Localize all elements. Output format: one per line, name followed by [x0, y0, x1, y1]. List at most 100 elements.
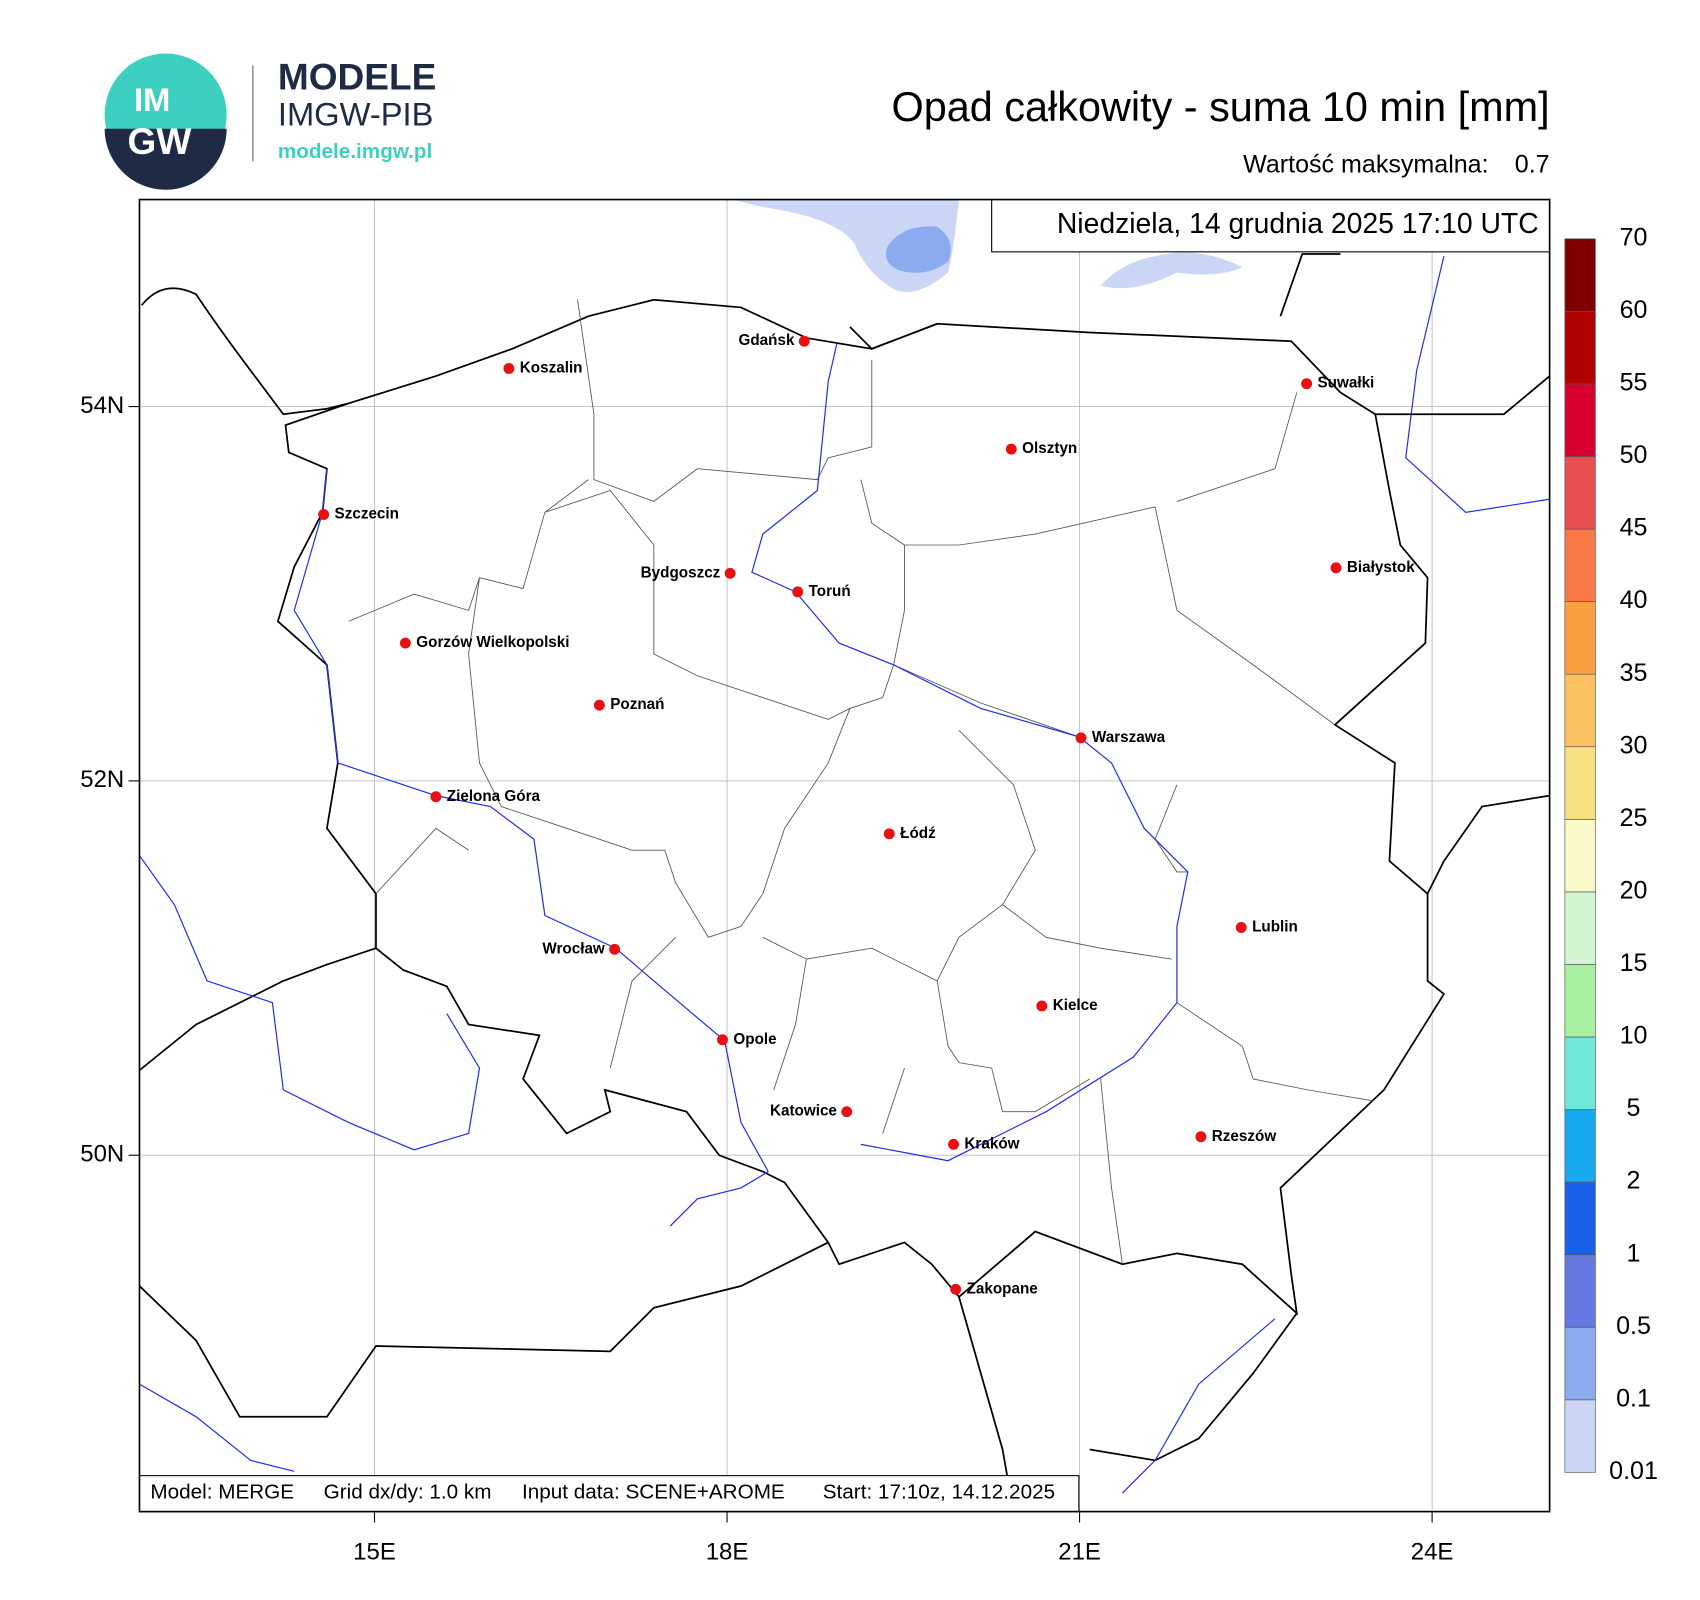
colorbar-label: 20	[1620, 876, 1648, 904]
city-dot	[1036, 1000, 1048, 1012]
river	[293, 468, 769, 1172]
city-label: Kielce	[1053, 997, 1098, 1014]
city-label: Gorzów Wielkopolski	[416, 634, 569, 651]
colorbar-label: 25	[1620, 804, 1648, 832]
city-label: Rzeszów	[1212, 1128, 1277, 1145]
colorbar-bin	[1564, 601, 1596, 675]
colorbar-label: 2	[1627, 1167, 1641, 1195]
colorbar-label: 30	[1620, 731, 1648, 759]
colorbar-label: 0.5	[1616, 1312, 1651, 1340]
city-label: Toruń	[809, 583, 851, 600]
colorbar-bin	[1564, 1254, 1596, 1328]
neighbour-border	[138, 253, 1551, 1512]
city-dot	[948, 1138, 959, 1150]
timestamp-box	[991, 199, 1551, 253]
colorbar-label: 60	[1620, 296, 1648, 324]
country-border	[276, 298, 1446, 1316]
city-label: Białystok	[1347, 559, 1415, 576]
colorbar-bin	[1564, 311, 1596, 385]
colorbar-bin	[1564, 238, 1596, 312]
colorbar-bin	[1564, 528, 1596, 602]
city-label: Szczecin	[335, 506, 399, 523]
colorbar-bin	[1564, 1036, 1596, 1110]
city-dot	[430, 791, 442, 803]
footer-item: Start: 17:10z, 14.12.2025	[823, 1481, 1055, 1504]
city-dot	[1330, 562, 1342, 574]
city-dot	[503, 363, 515, 374]
precip-area	[1100, 252, 1243, 289]
colorbar-bin	[1564, 1109, 1596, 1183]
y-tick-label: 54N	[80, 392, 124, 419]
city-dot	[792, 586, 804, 598]
city-label: Koszalin	[520, 359, 583, 376]
city-label: Opole	[733, 1031, 776, 1048]
max-label: Wartość maksymalna:	[1243, 150, 1488, 178]
logo-lower	[104, 128, 227, 190]
y-tick-label: 52N	[80, 766, 124, 793]
map-background	[139, 199, 1550, 1512]
city-dot	[717, 1034, 728, 1046]
axes: 15E 18E 21E 24E 50N 52N 54N	[80, 392, 1453, 1565]
city-dot	[883, 828, 895, 840]
x-tick-label: 15E	[353, 1538, 396, 1565]
map-body: Niedziela, 14 grudnia 2025 17:10 UTC Gda…	[138, 199, 1551, 1513]
colorbar-bin	[1564, 1326, 1596, 1401]
colorbar-label: 0.01	[1609, 1457, 1658, 1485]
city-label: Warszawa	[1092, 729, 1166, 746]
logo-letters: GW	[128, 120, 192, 162]
colorbar-bin	[1564, 1181, 1596, 1256]
footer-item: Grid dx/dy: 1.0 km	[324, 1481, 492, 1504]
footer: Model: MERGE Grid dx/dy: 1.0 km Input data…	[150, 1481, 1055, 1504]
x-tick-label: 24E	[1411, 1538, 1454, 1565]
colorbar-label: 70	[1620, 223, 1648, 251]
brand-sub: IMGW-PIB	[278, 95, 434, 132]
footer-item: Model: MERGE	[150, 1481, 294, 1504]
cities: Gdańsk Koszalin Szczecin Suwałki Olsztyn Bydg…	[318, 332, 1415, 1297]
city-dot	[1005, 443, 1017, 455]
colorbar-label: 35	[1620, 659, 1648, 687]
city-dot	[1195, 1131, 1207, 1143]
url: modele.imgw.pl	[278, 140, 432, 163]
colorbar-label: 55	[1620, 369, 1648, 397]
city-dot	[841, 1106, 853, 1118]
coast	[140, 287, 349, 416]
colorbar-label: 0.1	[1616, 1384, 1651, 1412]
city-label: Katowice	[770, 1103, 837, 1120]
city-label: Gdańsk	[738, 332, 794, 349]
city-label: Olsztyn	[1022, 440, 1077, 457]
footer-box	[138, 1475, 1080, 1513]
colorbar-bin	[1564, 673, 1596, 748]
city-label: Zielona Góra	[447, 788, 541, 805]
city-dot	[1235, 922, 1247, 933]
title: Opad całkowity - suma 10 min [mm]	[892, 84, 1550, 130]
city-dot	[724, 567, 736, 579]
city-label: Poznań	[610, 696, 664, 713]
colorbar-label: 1	[1627, 1239, 1641, 1267]
city-dot	[399, 637, 411, 649]
city-dot	[593, 699, 605, 711]
footer-item: Input data: SCENE+AROME	[522, 1481, 785, 1504]
max-value: 0.7	[1515, 150, 1550, 178]
city-dot	[798, 335, 810, 347]
city-label: Lublin	[1252, 919, 1298, 936]
timestamp: Niedziela, 14 grudnia 2025 17:10 UTC	[1057, 208, 1539, 240]
city-label: Wrocław	[542, 940, 605, 957]
colorbar-label: 40	[1620, 586, 1648, 614]
logo: IM GW MODELE IMGW-PIB modele.imgw.pl	[104, 53, 436, 190]
precip-area	[885, 226, 951, 273]
river	[138, 256, 1550, 1494]
city-label: Łódź	[900, 825, 936, 842]
colorbar-bin	[1564, 746, 1596, 820]
colorbar-bin	[1564, 964, 1596, 1038]
logo-letters: IM	[134, 81, 170, 118]
x-tick-label: 18E	[706, 1538, 749, 1565]
colorbar-label: 15	[1620, 949, 1648, 977]
city-dot	[609, 943, 621, 955]
map-frame	[138, 198, 1551, 1513]
city-dot	[318, 509, 330, 520]
colorbar-bin	[1564, 818, 1596, 893]
y-tick-label: 50N	[80, 1141, 124, 1168]
colorbar-bin	[1564, 1399, 1596, 1473]
